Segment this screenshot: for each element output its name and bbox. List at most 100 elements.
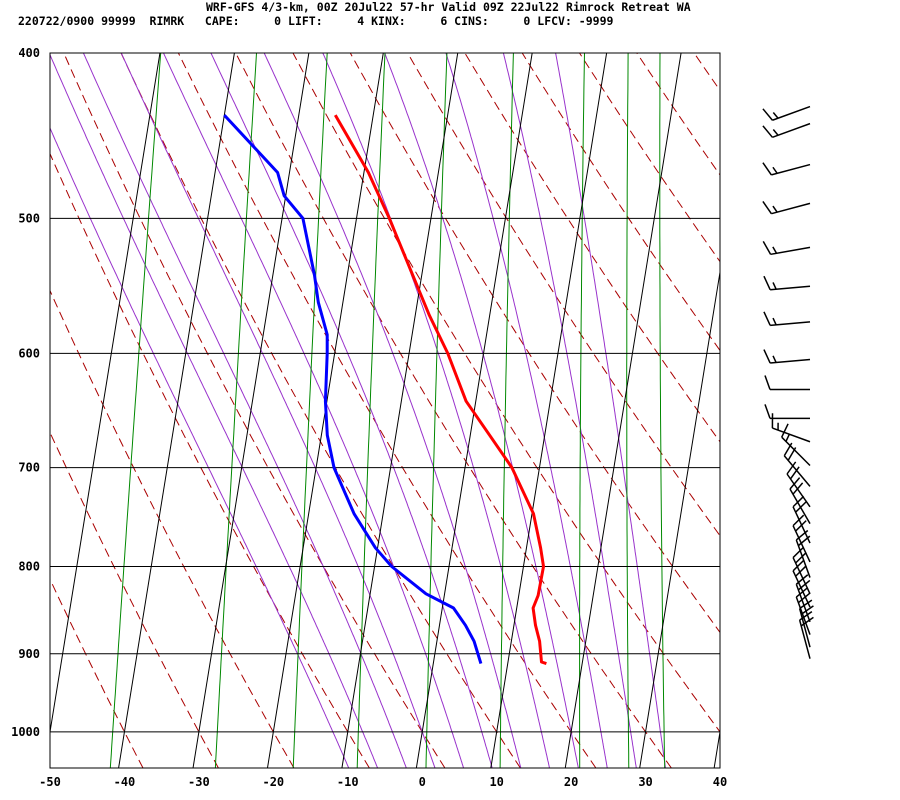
moist-adiabat bbox=[120, 53, 436, 768]
mixing-ratio-line bbox=[356, 53, 386, 768]
wind-barb-staff bbox=[795, 596, 811, 635]
wind-barb bbox=[792, 546, 811, 595]
wind-barb bbox=[763, 349, 811, 364]
wind-barb-feather bbox=[764, 404, 771, 419]
wind-barb-staff bbox=[789, 488, 811, 525]
y-tick-label: 800 bbox=[18, 560, 40, 574]
wind-barb-feather bbox=[783, 442, 793, 457]
chart-subtitle-indices: 220722/0900 99999 RIMRK CAPE: 0 LIFT: 4 … bbox=[18, 14, 614, 28]
wind-barb-feather bbox=[781, 423, 789, 438]
wind-barb bbox=[786, 461, 811, 508]
wind-barb-feather bbox=[799, 599, 813, 610]
dry-adiabat bbox=[725, 15, 900, 768]
wind-barb-staff bbox=[770, 358, 811, 364]
wind-barb-feather bbox=[800, 605, 814, 615]
isotherm bbox=[713, 728, 720, 768]
dry-adiabat bbox=[292, 53, 720, 733]
dry-adiabat bbox=[521, 53, 720, 352]
wind-barb-feather bbox=[795, 520, 807, 532]
moist-adiabat bbox=[50, 53, 379, 768]
wind-barb bbox=[762, 162, 811, 176]
dry-adiabat bbox=[693, 53, 720, 92]
wind-barb-staff bbox=[770, 246, 811, 256]
x-axis-ticks: -50 -40 -30 -20 -10 0 10 20 30 40 bbox=[39, 775, 727, 789]
dewpoint-profile bbox=[223, 114, 483, 665]
moist-adiabat bbox=[162, 53, 465, 768]
wind-barb-feather bbox=[763, 349, 771, 364]
dry-adiabat bbox=[50, 152, 370, 768]
wind-barb-staff bbox=[795, 583, 811, 623]
x-tick-label: 40 bbox=[713, 775, 727, 789]
moist-adiabat bbox=[82, 53, 407, 768]
x-tick-label: -20 bbox=[262, 775, 284, 789]
wind-barb-staff bbox=[798, 608, 811, 648]
dry-adiabat bbox=[636, 53, 720, 176]
wind-barb-feather bbox=[789, 466, 800, 480]
wind-barb-feather bbox=[797, 592, 811, 604]
x-tick-label: -30 bbox=[188, 775, 210, 789]
wind-barb-feather bbox=[763, 311, 771, 326]
moist-adiabat bbox=[263, 53, 522, 768]
mixing-ratio-line bbox=[659, 53, 666, 768]
x-tick-label: 0 bbox=[419, 775, 426, 789]
x-tick-label: 30 bbox=[638, 775, 652, 789]
wind-barb bbox=[762, 122, 811, 138]
y-tick-label: 700 bbox=[18, 461, 40, 475]
wind-barb-half-feather bbox=[772, 205, 778, 213]
x-tick-label: 20 bbox=[564, 775, 578, 789]
mixing-ratio-line bbox=[292, 53, 328, 768]
grid bbox=[50, 53, 720, 768]
wind-barb bbox=[762, 241, 811, 256]
isotherm bbox=[118, 53, 235, 768]
wind-barb-half-feather bbox=[772, 317, 777, 326]
wind-barb-feather bbox=[762, 125, 773, 138]
wind-barb-staff bbox=[770, 321, 811, 327]
profiles bbox=[223, 114, 547, 666]
wind-barb-feather bbox=[792, 514, 805, 527]
mixing-ratio-line bbox=[579, 53, 586, 768]
wind-barb-feather bbox=[795, 552, 807, 564]
wind-barb-half-feather bbox=[772, 355, 777, 363]
wind-barb-feather bbox=[795, 586, 809, 598]
wind-barb-feather bbox=[792, 559, 805, 572]
dry-adiabat bbox=[50, 289, 295, 768]
dry-adiabat bbox=[177, 53, 597, 768]
dry-adiabat bbox=[120, 53, 521, 768]
chart-title: WRF-GFS 4/3-km, 00Z 20Jul22 57-hr Valid … bbox=[206, 0, 691, 14]
wind-barb bbox=[781, 423, 811, 467]
wind-barb-half-feather bbox=[772, 129, 779, 136]
wind-barb-half-feather bbox=[772, 282, 777, 290]
wind-barb-feather bbox=[789, 477, 801, 490]
x-tick-label: 10 bbox=[489, 775, 503, 789]
moist-adiabat bbox=[322, 53, 550, 768]
wind-barb bbox=[763, 311, 811, 327]
mixing-ratio-line bbox=[626, 53, 630, 768]
wind-barb-half-feather bbox=[772, 166, 778, 174]
wind-barb-feather bbox=[795, 565, 807, 577]
wind-barb-feather bbox=[764, 375, 771, 390]
mixing-ratio-line bbox=[499, 53, 514, 768]
wind-barb bbox=[792, 559, 811, 608]
wind-barb-feather bbox=[792, 495, 805, 508]
wind-barb-feather bbox=[797, 579, 811, 591]
moist-adiabat bbox=[445, 53, 608, 768]
wind-barb-half-feather bbox=[785, 434, 790, 442]
moist-adiabat bbox=[555, 53, 666, 768]
y-tick-label: 900 bbox=[18, 647, 40, 661]
y-axis-ticks: 400 500 600 700 800 900 1000 bbox=[11, 46, 40, 739]
plot-frame bbox=[49, 52, 721, 769]
temperature-profile bbox=[334, 114, 547, 666]
dry-adiabat bbox=[63, 53, 446, 768]
wind-barb-feather bbox=[786, 461, 797, 475]
mixing-ratio-line bbox=[425, 53, 448, 768]
x-tick-label: -50 bbox=[39, 775, 61, 789]
wind-barb-feather bbox=[792, 546, 805, 559]
wind-barb bbox=[798, 599, 814, 648]
wind-barb-staff bbox=[772, 427, 811, 443]
wind-barb bbox=[762, 105, 811, 121]
wind-barb-feather bbox=[762, 108, 773, 121]
y-tick-label: 1000 bbox=[11, 725, 40, 739]
y-tick-label: 400 bbox=[18, 46, 40, 60]
mixing-ratio-line bbox=[214, 53, 258, 768]
